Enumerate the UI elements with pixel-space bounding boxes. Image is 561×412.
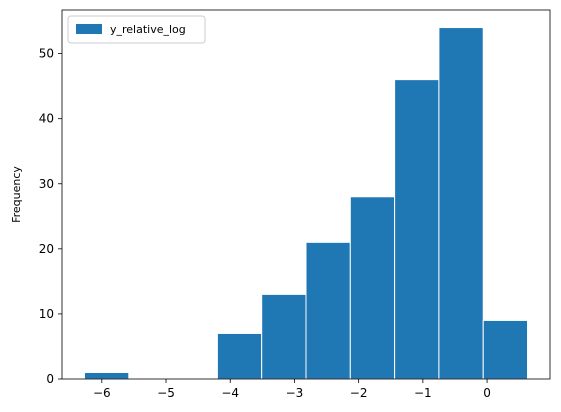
histogram-bar [482,319,529,380]
legend-swatch [76,24,102,34]
x-tick-label: 0 [483,386,491,400]
x-tick-label: −6 [93,386,111,400]
histogram-bar [349,196,396,380]
legend: y_relative_log [67,15,206,44]
histogram-bar [305,241,351,380]
histogram-bar [83,371,130,380]
x-tick-label: −5 [157,386,175,400]
histogram-bar [438,27,484,380]
y-axis: 0 10 20 30 40 50 [39,47,62,386]
legend-box [67,15,206,44]
histogram-bar [261,293,307,380]
bars-group [83,27,529,380]
legend-label: y_relative_log [110,23,186,36]
x-axis: −6 −5 −4 −3 −2 −1 0 [93,379,491,400]
y-tick-label: 20 [39,242,54,256]
histogram-bar [394,79,440,380]
y-axis-label: Frequency [10,166,23,223]
y-tick-label: 30 [39,177,54,191]
y-tick-label: 50 [39,47,54,61]
y-tick-label: 40 [39,112,54,126]
y-tick-label: 0 [46,372,54,386]
y-tick-label: 10 [39,307,54,321]
plot-frame [61,9,551,380]
x-tick-label: −3 [286,386,304,400]
x-tick-label: −4 [221,386,239,400]
x-tick-label: −2 [350,386,368,400]
histogram-bar [216,332,263,380]
x-tick-label: −1 [414,386,432,400]
